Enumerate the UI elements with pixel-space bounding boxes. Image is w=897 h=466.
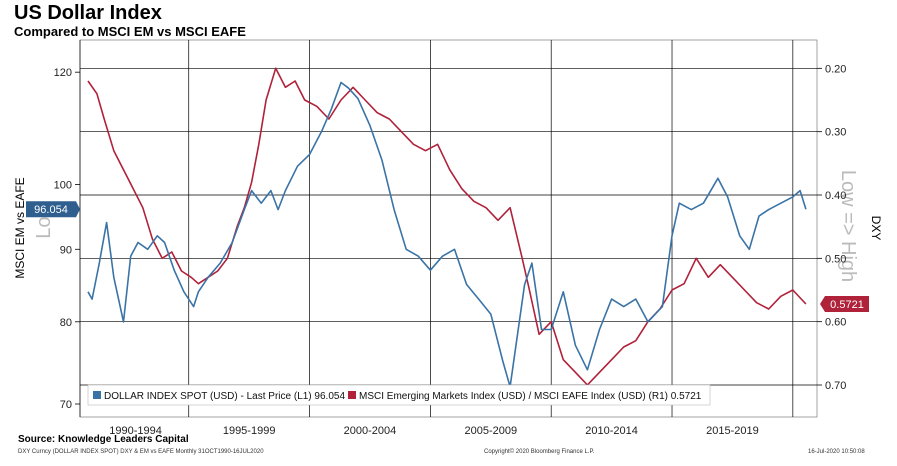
left-tick-label: 70 xyxy=(60,399,72,411)
right-axis-title: DXY xyxy=(869,216,883,241)
right-tick-label: 0.20 xyxy=(825,63,846,75)
left-tick-label: 120 xyxy=(54,67,72,79)
legend-box xyxy=(87,384,711,406)
plot-frame xyxy=(79,39,818,418)
right-tick-label: 0.50 xyxy=(825,253,846,265)
legend-swatch-ratio xyxy=(348,391,356,399)
footer-right: 16-Jul-2020 10:50:08 xyxy=(808,449,865,455)
x-category-label: 2015-2019 xyxy=(706,425,759,437)
legend-label-dxy: DOLLAR INDEX SPOT (USD) - Last Price (L1… xyxy=(104,391,345,402)
low-high-watermark: Low => High xyxy=(837,170,859,282)
right-tick-label: 0.70 xyxy=(825,380,846,392)
right-tick-label: 0.40 xyxy=(825,190,846,202)
series-lines xyxy=(87,67,807,388)
x-category-label: 2005-2009 xyxy=(464,425,517,437)
x-category-label: 2000-2004 xyxy=(344,425,397,437)
legend-swatch-dxy xyxy=(93,391,101,399)
right-tick-label: 0.60 xyxy=(825,317,846,329)
axes: 0.20 0.30 0.40 0.50 0.60 0.70 70 80 90 100 120 1990… xyxy=(13,63,883,437)
legend-label-ratio: MSCI Emerging Markets Index (USD) / MSCI… xyxy=(359,391,702,402)
chart-title: US Dollar Index xyxy=(14,2,162,24)
left-axis-title: MSCI EM vs EAFE xyxy=(13,177,27,278)
grid xyxy=(79,39,818,418)
footer-left: DXY Curncy (DOLLAR INDEX SPOT) DXY & EM … xyxy=(18,449,264,455)
ratio-series-line xyxy=(87,67,807,386)
dxy-series-line xyxy=(87,81,807,388)
right-tick-label: 0.30 xyxy=(825,127,846,139)
left-tick-label: 80 xyxy=(60,317,72,329)
x-category-label: 1990-1994 xyxy=(109,425,162,437)
x-category-label: 2010-2014 xyxy=(585,425,638,437)
legend: DOLLAR INDEX SPOT (USD) - Last Price (L1… xyxy=(87,384,711,406)
footer-center: Copyright© 2020 Bloomberg Finance L.P. xyxy=(484,449,595,455)
left-tick-label: 100 xyxy=(54,179,72,191)
chart-subtitle: Compared to MSCI EM vs MSCI EAFE xyxy=(14,24,246,39)
dxy-last-value-label: 96.054 xyxy=(34,204,68,216)
dxy-last-value-flag xyxy=(26,201,80,218)
ratio-last-value-label: 0.5721 xyxy=(830,299,864,311)
watermarks: Log Low => High xyxy=(33,170,859,282)
source-note: Source: Knowledge Leaders Capital xyxy=(18,434,189,445)
ratio-last-value-flag xyxy=(820,295,869,312)
left-tick-label: 90 xyxy=(60,244,72,256)
x-category-label: 1995-1999 xyxy=(223,425,276,437)
